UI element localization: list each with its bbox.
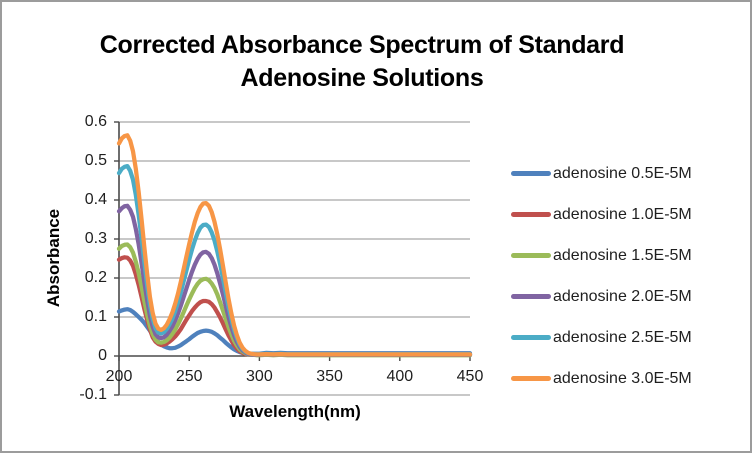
legend-label: adenosine 1.5E-5M	[553, 246, 692, 264]
y-tick-label: 0.6	[84, 113, 107, 130]
x-tick-label: 400	[386, 368, 414, 385]
y-axis-title: Absorbance	[44, 208, 63, 308]
legend-line-swatch-icon	[511, 253, 551, 258]
x-tick-label: 250	[175, 368, 203, 385]
x-tick-label: 300	[246, 368, 273, 385]
legend-item: adenosine 2.0E-5M	[511, 285, 692, 309]
legend-item: adenosine 2.5E-5M	[511, 326, 692, 350]
legend-item: adenosine 3.0E-5M	[511, 367, 692, 391]
x-tick-label: 450	[456, 368, 484, 385]
legend-item: adenosine 1.0E-5M	[511, 203, 692, 227]
legend-label: adenosine 1.0E-5M	[553, 205, 692, 223]
y-tick-label: 0.1	[84, 308, 107, 325]
x-axis-title: Wavelength(nm)	[229, 402, 361, 421]
legend-line-swatch-icon	[511, 212, 551, 217]
y-tick-label: 0.5	[84, 152, 107, 169]
y-tick-label: -0.1	[79, 386, 107, 403]
series-line	[116, 133, 473, 357]
y-tick-label: 0	[98, 347, 107, 364]
series-line	[116, 255, 473, 357]
chart-title-line-1: Corrected Absorbance Spectrum of Standar…	[99, 31, 625, 59]
legend-line-swatch-icon	[511, 376, 551, 381]
legend-label: adenosine 3.0E-5M	[553, 369, 692, 387]
chart-title-line-2: Adenosine Solutions	[240, 64, 484, 92]
y-tick-label: 0.4	[84, 191, 107, 208]
y-tick-label: 0.3	[84, 230, 107, 247]
legend-line-swatch-icon	[511, 294, 551, 299]
legend-label: adenosine 2.0E-5M	[553, 287, 692, 305]
x-tick-label: 350	[316, 368, 343, 385]
x-tick-label: 200	[105, 368, 133, 385]
legend-label: adenosine 0.5E-5M	[553, 164, 692, 182]
chart-title: Corrected Absorbance Spectrum of Standar…	[2, 29, 722, 95]
legend-line-swatch-icon	[511, 335, 551, 340]
legend-label: adenosine 2.5E-5M	[553, 328, 692, 346]
legend-line-swatch-icon	[511, 171, 551, 176]
y-tick-label: 0.2	[84, 269, 107, 286]
legend-item: adenosine 1.5E-5M	[511, 244, 692, 268]
legend-item: adenosine 0.5E-5M	[511, 162, 692, 186]
